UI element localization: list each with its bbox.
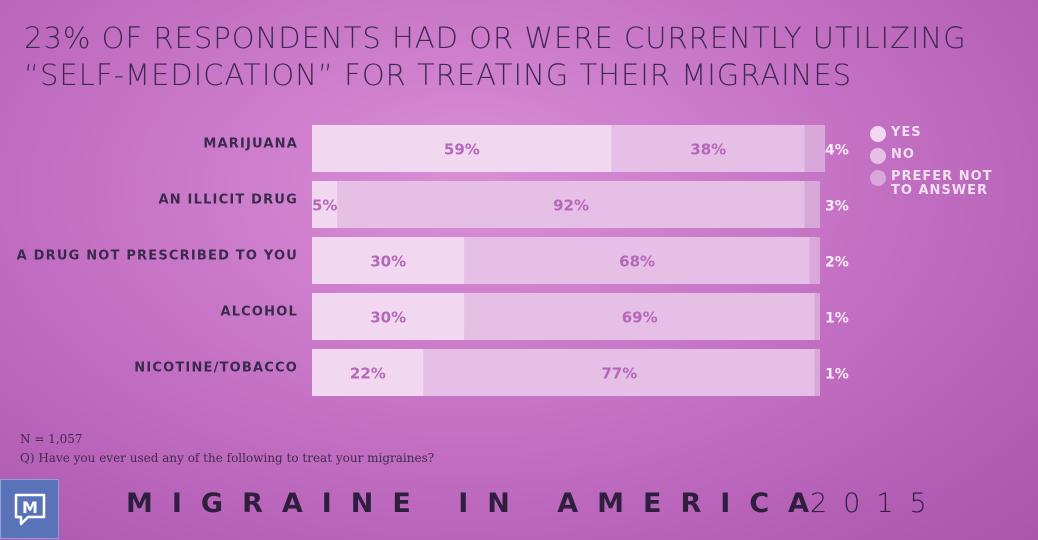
value-label-a-drug-not-prescribed-to-you-yes: 30%: [370, 253, 406, 271]
value-label-a-drug-not-prescribed-to-you-prefer-not: 2%: [825, 255, 849, 271]
value-label-an-illicit-drug-prefer-not: 3%: [825, 199, 849, 215]
category-label-a-drug-not-prescribed-to-you: A DRUG NOT PRESCRIBED TO YOU: [17, 249, 298, 264]
legend-label-prefer-not: PREFER NOT TO ANSWER: [891, 169, 993, 198]
chart-title-line-2: “SELF-MEDICATION” FOR TREATING THEIR MIG…: [24, 58, 853, 92]
stacked-bar-chart: MARIJUANA 59% 38% 4% AN ILLICIT DRUG 5% 92% 3% A…: [17, 125, 849, 396]
bar-a-drug-not-prescribed-to-you-yes: [312, 237, 465, 284]
value-label-alcohol-no: 69%: [622, 309, 658, 327]
bar-alcohol-prefer-not: [814, 293, 820, 340]
category-label-marijuana: MARIJUANA: [203, 137, 298, 152]
value-label-nicotine-tobacco-no: 77%: [601, 365, 637, 383]
legend-swatch-prefer-not: [870, 170, 886, 186]
category-label-an-illicit-drug: AN ILLICIT DRUG: [158, 193, 298, 208]
value-label-nicotine-tobacco-yes: 22%: [350, 365, 386, 383]
footer-brand: MIGRAINE IN AMERICA: [126, 488, 829, 519]
bar-nicotine-tobacco-no: [423, 349, 815, 396]
bar-an-illicit-drug-prefer-not: [804, 181, 820, 228]
category-label-alcohol: ALCOHOL: [220, 305, 298, 320]
bar-alcohol-no: [464, 293, 815, 340]
bar-marijuana-yes: [312, 125, 612, 172]
value-label-an-illicit-drug-no: 92%: [553, 197, 589, 215]
legend-swatch-yes: [870, 126, 886, 142]
value-label-marijuana-yes: 59%: [444, 141, 480, 159]
category-label-nicotine-tobacco: NICOTINE/TOBACCO: [134, 361, 298, 376]
bar-a-drug-not-prescribed-to-you-prefer-not: [809, 237, 820, 284]
bar-alcohol-yes: [312, 293, 465, 340]
value-label-alcohol-yes: 30%: [370, 309, 406, 327]
survey-question-note: Q) Have you ever used any of the followi…: [20, 451, 435, 465]
legend-label-no: NO: [891, 147, 915, 162]
chart-title: 23% OF RESPONDENTS HAD OR WERE CURRENTLY…: [24, 20, 1014, 94]
chart-title-line-1: 23% OF RESPONDENTS HAD OR WERE CURRENTLY…: [24, 21, 967, 55]
legend-swatch-no: [870, 148, 886, 164]
bar-nicotine-tobacco-prefer-not: [814, 349, 820, 396]
bar-marijuana-no: [611, 125, 805, 172]
speech-bubble-m-icon: M: [14, 493, 45, 526]
bar-a-drug-not-prescribed-to-you-no: [464, 237, 810, 284]
bar-an-illicit-drug-no: [337, 181, 805, 228]
value-label-an-illicit-drug-yes: 5%: [312, 197, 337, 215]
bar-nicotine-tobacco-yes: [312, 349, 424, 396]
sample-size-note: N = 1,057: [20, 432, 83, 446]
value-label-marijuana-prefer-not: 4%: [825, 143, 849, 159]
legend-label-yes: YES: [891, 125, 922, 140]
bar-marijuana-prefer-not: [804, 125, 826, 172]
legend-item-prefer-not: PREFER NOT TO ANSWER: [870, 170, 1001, 198]
brand-logo: M: [0, 479, 59, 539]
logo-letter: M: [22, 498, 38, 517]
bar-an-illicit-drug-yes: [312, 181, 338, 228]
legend-item-yes: YES: [870, 126, 1001, 142]
value-label-alcohol-prefer-not: 1%: [825, 311, 849, 327]
chart-legend: YES NO PREFER NOT TO ANSWER: [870, 126, 1001, 204]
footer-year: 2015: [810, 488, 943, 519]
value-label-marijuana-no: 38%: [690, 141, 726, 159]
legend-item-no: NO: [870, 148, 1001, 164]
value-label-nicotine-tobacco-prefer-not: 1%: [825, 367, 849, 383]
value-label-a-drug-not-prescribed-to-you-no: 68%: [619, 253, 655, 271]
